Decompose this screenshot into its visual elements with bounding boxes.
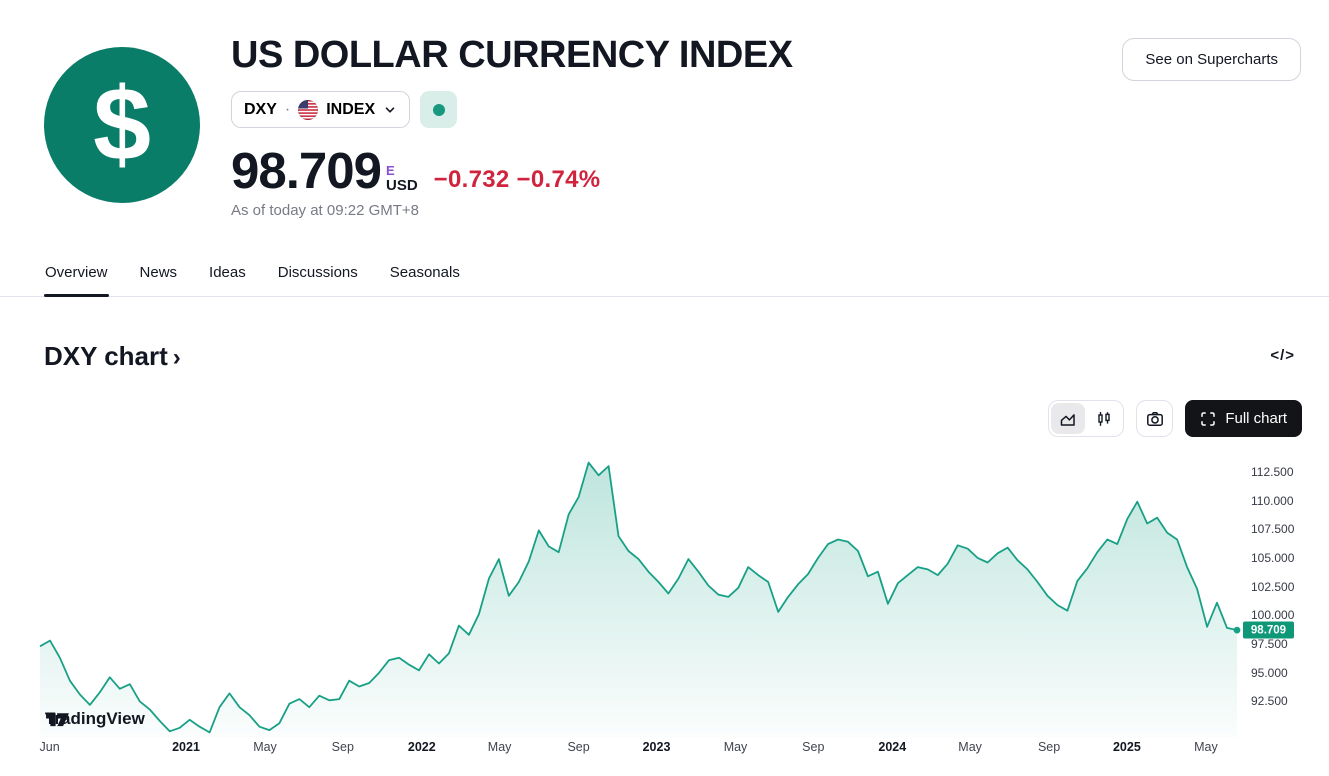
currency-label: USD [386, 177, 418, 195]
full-chart-label: Full chart [1225, 410, 1287, 427]
y-axis-label: 110.000 [1251, 493, 1294, 508]
x-axis-label: May [958, 740, 982, 754]
tab-ideas[interactable]: Ideas [209, 264, 246, 281]
y-axis-label: 100.000 [1251, 608, 1295, 623]
symbol-logo: $ [44, 47, 200, 203]
price-meta: E USD [386, 163, 418, 195]
x-axis-label: Sep [802, 740, 825, 754]
x-axis-label: Sep [567, 740, 590, 754]
chart-toolbar: Full chart [1048, 400, 1302, 437]
tab-overview[interactable]: Overview [44, 252, 109, 297]
watermark-text: TradingView [45, 709, 145, 728]
price-chart[interactable]: TradingView [39, 450, 1241, 737]
change-value: −0.732 [433, 165, 510, 193]
x-axis-label: Sep [331, 740, 354, 754]
y-axis-label: 92.500 [1251, 694, 1288, 709]
symbol-ticker: DXY [244, 100, 277, 118]
x-axis-label: May [723, 740, 748, 754]
x-axis-label: Jun [39, 740, 60, 754]
last-price-dot [1233, 626, 1241, 634]
area-fill [40, 462, 1237, 737]
camera-icon [1146, 411, 1163, 426]
x-axis-label: 2024 [878, 740, 907, 754]
market-status-badge[interactable] [420, 91, 458, 128]
x-axis-label: 2025 [1112, 740, 1141, 754]
area-chart-button[interactable] [1051, 403, 1086, 434]
chevron-right-icon: › [172, 343, 181, 371]
area-chart-icon [1061, 413, 1076, 426]
market-status-icon [432, 103, 445, 116]
y-axis-label: 97.500 [1251, 637, 1288, 651]
y-axis-label: 95.000 [1251, 665, 1288, 680]
x-axis-label: May [1194, 740, 1218, 754]
snapshot-button[interactable] [1136, 400, 1174, 437]
candlestick-chart-button[interactable] [1087, 403, 1121, 434]
change-percent: −0.74% [516, 165, 601, 193]
exchange-label: INDEX [326, 100, 376, 118]
y-axis-label: 105.000 [1251, 550, 1295, 565]
tradingview-logo-icon [46, 713, 69, 727]
tab-discussions[interactable]: Discussions [277, 264, 358, 281]
x-axis-label: Sep [1037, 740, 1061, 754]
y-axis-label: 112.500 [1251, 464, 1294, 479]
tradingview-watermark: TradingView [45, 709, 145, 729]
us-flag-icon [298, 99, 319, 120]
section-title: DXY chart [44, 341, 168, 371]
y-axis-label: 107.500 [1251, 522, 1295, 537]
page-title: US DOLLAR CURRENCY INDEX [231, 34, 793, 76]
dollar-glyph: $ [93, 67, 151, 183]
x-axis-label: 2021 [172, 740, 200, 754]
price-row: 98.709 E USD −0.732 −0.74% [231, 142, 601, 199]
tab-seasonals[interactable]: Seasonals [389, 264, 460, 281]
last-price: 98.709 [231, 142, 382, 199]
x-axis-label: May [253, 740, 277, 754]
x-axis-label: 2023 [642, 740, 671, 754]
x-axis-label: May [487, 740, 512, 754]
candlestick-icon [1098, 411, 1111, 426]
separator-dot: · [284, 100, 291, 118]
price-line [39, 461, 1238, 734]
code-embed-icon[interactable]: </> [1270, 347, 1295, 364]
last-price-badge: 98.709 [1243, 621, 1294, 639]
price-flag: E [386, 163, 395, 179]
y-axis-label: 102.500 [1251, 579, 1295, 594]
see-on-supercharts-button[interactable]: See on Supercharts [1122, 38, 1301, 81]
symbol-selector-button[interactable]: DXY · INDEX [231, 91, 411, 128]
price-change: −0.732 −0.74% [434, 166, 601, 195]
area-chart-canvas [39, 461, 1241, 737]
price-axis[interactable]: 112.500 110.000 107.500 105.000 102.500 100.0… [1240, 450, 1329, 737]
full-chart-button[interactable]: Full chart [1185, 400, 1302, 437]
symbol-row: DXY · INDEX [231, 91, 458, 128]
fullscreen-icon [1201, 411, 1216, 426]
tab-news[interactable]: News [139, 264, 178, 281]
as-of-timestamp: As of today at 09:22 GMT+8 [231, 202, 420, 219]
tab-bar: Overview News Ideas Discussions Seasonals [0, 252, 1329, 297]
chart-type-switcher [1048, 400, 1125, 437]
chart-section-link[interactable]: DXY chart › [44, 341, 181, 372]
time-axis[interactable]: Jun 2021 May Sep 2022 May Sep 2023 May Sep 2024 May… [40, 740, 1237, 760]
x-axis-label: 2022 [407, 740, 436, 754]
chevron-down-icon [385, 106, 395, 113]
